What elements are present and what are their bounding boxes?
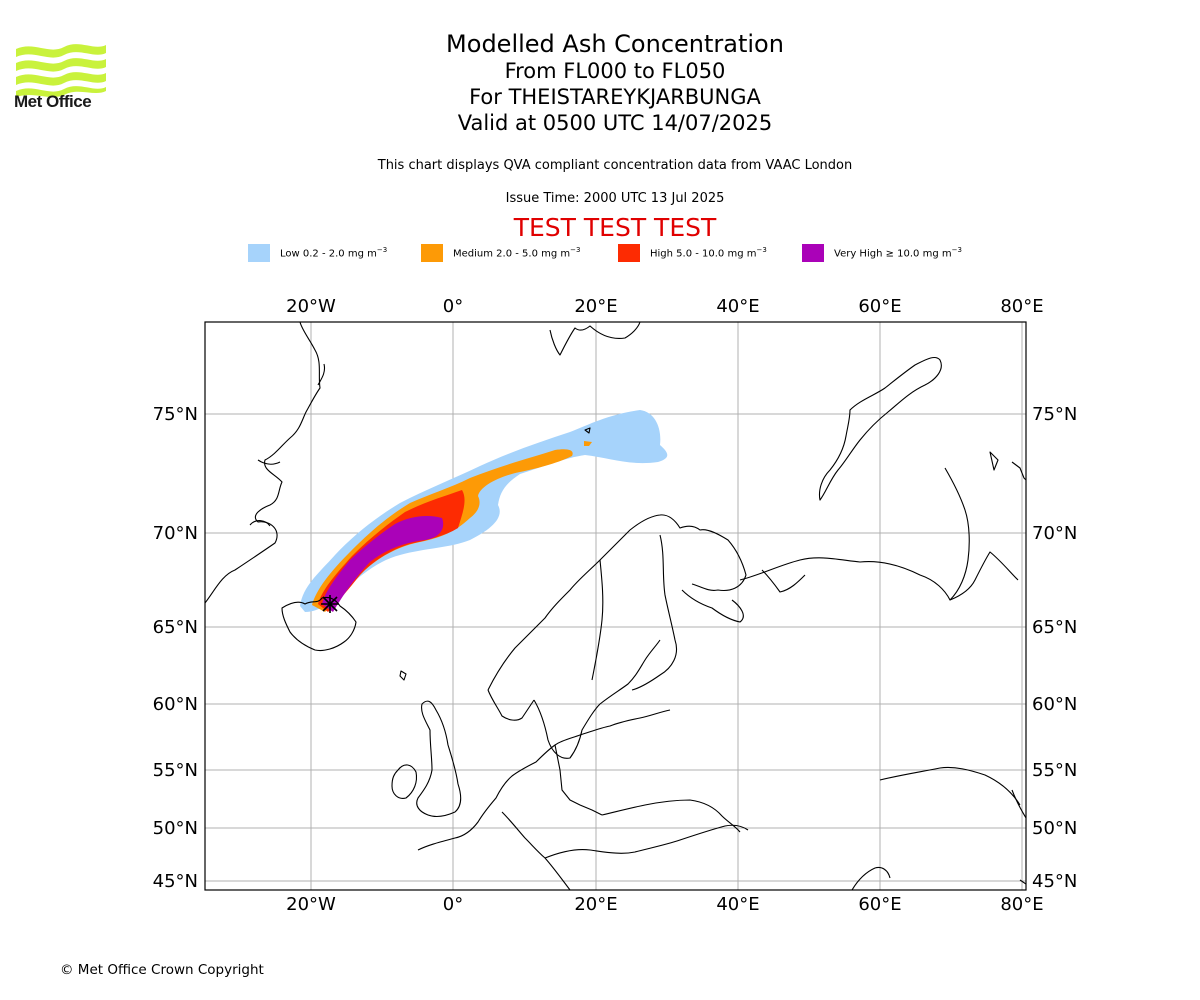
tick-lat-60-left: 60°N xyxy=(153,694,198,715)
volcano-marker-icon xyxy=(321,595,339,613)
compliance-note: This chart displays QVA compliant concen… xyxy=(377,158,853,173)
lon-ticks-top: 20°W 0° 20°E 40°E 60°E 80°E xyxy=(286,296,1043,317)
tick-lat-75-left: 75°N xyxy=(153,404,198,425)
test-banner: TEST TEST TEST xyxy=(513,213,717,242)
legend-swatch-medium xyxy=(421,244,443,262)
tick-lat-65-right: 65°N xyxy=(1032,617,1077,638)
met-office-logo xyxy=(16,44,106,97)
legend-swatch-high xyxy=(618,244,640,262)
legend-label-high: High 5.0 - 10.0 mg m−3 xyxy=(650,246,767,260)
tick-lat-60-right: 60°N xyxy=(1032,694,1077,715)
issue-time: Issue Time: 2000 UTC 13 Jul 2025 xyxy=(505,191,725,206)
valid-time: Valid at 0500 UTC 14/07/2025 xyxy=(457,111,773,135)
legend-label-medium: Medium 2.0 - 5.0 mg m−3 xyxy=(453,246,581,260)
level-range: From FL000 to FL050 xyxy=(504,59,726,83)
tick-lon-40e-top: 40°E xyxy=(716,296,759,317)
chart-title-block: Modelled Ash Concentration From FL000 to… xyxy=(330,30,900,136)
lat-ticks-left: 75°N 70°N 65°N 60°N 55°N 50°N 45°N xyxy=(153,404,198,892)
tick-lat-45-right: 45°N xyxy=(1032,871,1077,892)
tick-lat-50-left: 50°N xyxy=(153,818,198,839)
tick-lat-70-right: 70°N xyxy=(1032,523,1077,544)
tick-lon-60e-top: 60°E xyxy=(858,296,901,317)
tick-lon-80e-top: 80°E xyxy=(1000,296,1043,317)
ash-very-high xyxy=(322,516,444,612)
tick-lon-0-bottom: 0° xyxy=(443,894,463,915)
tick-lon-80e-bottom: 80°E xyxy=(1000,894,1043,915)
tick-lon-20e-bottom: 20°E xyxy=(574,894,617,915)
tick-lon-20w-top: 20°W xyxy=(286,296,336,317)
logo-text: Met Office xyxy=(14,92,92,111)
tick-lon-20e-top: 20°E xyxy=(574,296,617,317)
tick-lat-70-left: 70°N xyxy=(153,523,198,544)
legend-label-very-high: Very High ≥ 10.0 mg m−3 xyxy=(834,246,962,260)
ash-medium-fleck xyxy=(584,441,592,446)
coastlines xyxy=(205,322,1026,890)
tick-lon-0-top: 0° xyxy=(443,296,463,317)
volcano-name: For THEISTAREYKJARBUNGA xyxy=(469,85,761,109)
legend-swatch-very-high xyxy=(802,244,824,262)
tick-lat-55-right: 55°N xyxy=(1032,760,1077,781)
ash-plume xyxy=(300,410,668,612)
legend: Low 0.2 - 2.0 mg m−3 Medium 2.0 - 5.0 mg… xyxy=(0,244,1200,264)
tick-lat-75-right: 75°N xyxy=(1032,404,1077,425)
tick-lat-55-left: 55°N xyxy=(153,760,198,781)
ash-low xyxy=(300,410,668,612)
graticule xyxy=(205,322,1026,890)
legend-label-low: Low 0.2 - 2.0 mg m−3 xyxy=(280,246,388,260)
legend-swatch-low xyxy=(248,244,270,262)
tick-lat-45-left: 45°N xyxy=(153,871,198,892)
map-frame xyxy=(204,321,1027,891)
copyright: © Met Office Crown Copyright xyxy=(60,962,264,978)
tick-lon-40e-bottom: 40°E xyxy=(716,894,759,915)
lat-ticks-right: 75°N 70°N 65°N 60°N 55°N 50°N 45°N xyxy=(1032,404,1077,892)
chart-title: Modelled Ash Concentration xyxy=(446,30,784,58)
lon-ticks-bottom: 20°W 0° 20°E 40°E 60°E 80°E xyxy=(286,894,1043,915)
tick-lat-50-right: 50°N xyxy=(1032,818,1077,839)
tick-lon-20w-bottom: 20°W xyxy=(286,894,336,915)
tick-lat-65-left: 65°N xyxy=(153,617,198,638)
tick-lon-60e-bottom: 60°E xyxy=(858,894,901,915)
